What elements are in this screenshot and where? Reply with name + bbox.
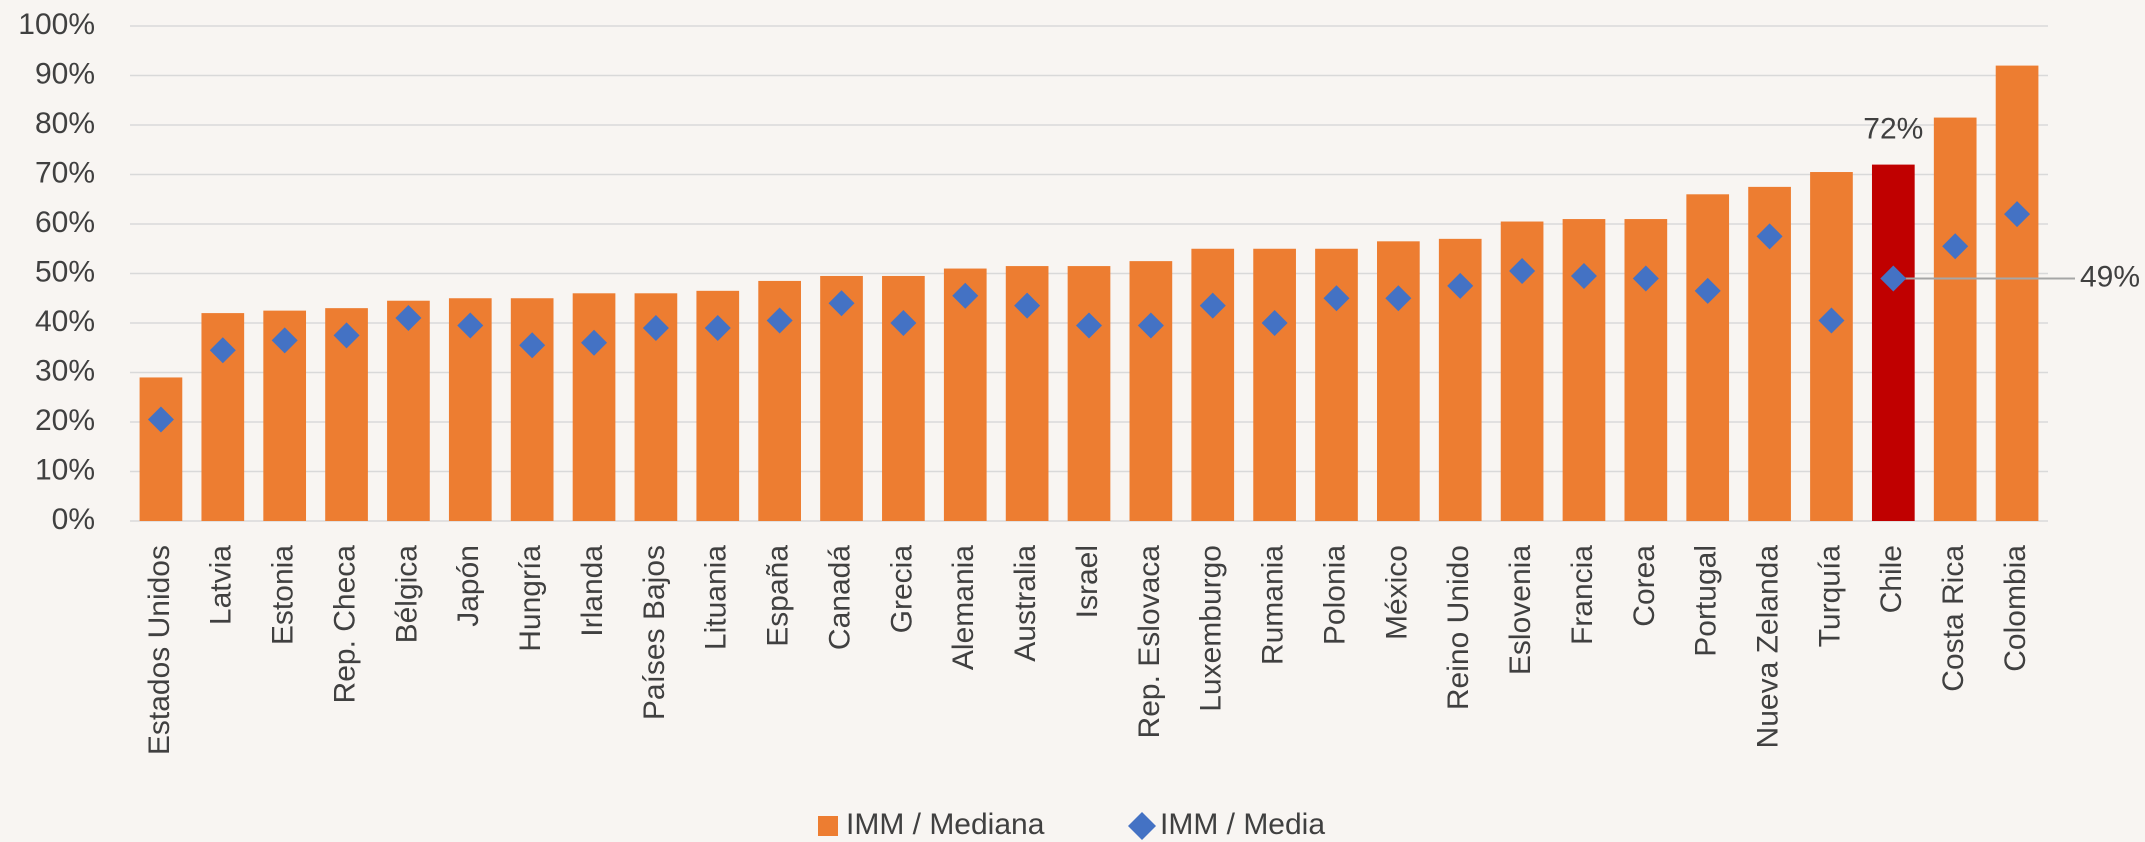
x-tick-label: Canadá — [823, 545, 856, 650]
y-tick-label: 0% — [52, 503, 95, 536]
marker — [1076, 312, 1102, 339]
marker — [333, 322, 360, 349]
x-tick-label: Rep. Checa — [328, 545, 361, 704]
x-tick-label: España — [762, 545, 795, 647]
x-tick-label: Turquía — [1813, 545, 1846, 648]
marker — [1509, 258, 1536, 285]
data-label: 72% — [1863, 113, 1923, 146]
data-label: 49% — [2080, 260, 2140, 293]
x-tick-label: Japón — [452, 545, 485, 627]
marker — [1942, 233, 1969, 260]
x-tick-label: Reino Unido — [1442, 545, 1475, 710]
marker — [2004, 201, 2031, 228]
bar — [1067, 266, 1111, 521]
marker — [1199, 292, 1226, 319]
bar — [1191, 248, 1235, 521]
x-tick-label: Irlanda — [576, 545, 609, 637]
bar — [1624, 219, 1668, 522]
marker — [1756, 223, 1783, 250]
y-tick-label: 10% — [35, 453, 95, 486]
y-tick-label: 60% — [35, 206, 95, 239]
marker — [1323, 285, 1350, 312]
bar — [1377, 241, 1420, 521]
bar — [510, 298, 554, 521]
legend-label: IMM / Mediana — [846, 808, 1045, 841]
bar — [820, 275, 863, 521]
bar — [1871, 164, 1915, 521]
y-tick-label: 70% — [35, 156, 95, 189]
marker — [890, 310, 917, 336]
x-tick-label: Grecia — [885, 545, 918, 634]
bar — [1129, 261, 1173, 521]
x-tick-label: México — [1380, 545, 1413, 640]
marker — [581, 329, 608, 356]
marker — [1818, 307, 1845, 334]
x-tick-label: Estados Unidos — [143, 545, 176, 755]
x-tick-label: Francia — [1566, 545, 1599, 645]
x-tick-label: Portugal — [1690, 545, 1723, 657]
x-tick-label: Corea — [1628, 545, 1661, 627]
x-tick-label: Israel — [1071, 545, 1104, 618]
x-tick-label: Australia — [1009, 545, 1042, 662]
marker — [1137, 312, 1164, 339]
marker — [952, 282, 979, 309]
y-tick-label: 50% — [35, 255, 95, 288]
marker — [1570, 262, 1597, 289]
bar — [1686, 194, 1730, 522]
y-tick-label: 30% — [35, 354, 95, 387]
x-tick-label: Eslovenia — [1504, 545, 1537, 675]
x-tick-label: Nueva Zelanda — [1752, 545, 1785, 749]
marker — [1014, 292, 1041, 319]
marker — [147, 406, 174, 433]
marker — [519, 332, 546, 359]
x-tick-label: Latvia — [205, 545, 238, 625]
x-tick-label: Bélgica — [390, 545, 423, 644]
marker — [766, 307, 793, 334]
x-tick-label: Rumania — [1257, 545, 1290, 665]
legend-swatch — [818, 816, 838, 836]
bar — [387, 300, 430, 521]
y-tick-label: 80% — [35, 107, 95, 140]
marker — [1880, 265, 1907, 292]
marker — [1261, 310, 1288, 336]
x-tick-label: Países Bajos — [638, 545, 671, 720]
bar — [1933, 117, 1977, 521]
legend-label: IMM / Media — [1160, 808, 1325, 841]
y-tick-label: 40% — [35, 305, 95, 338]
marker — [395, 305, 422, 332]
marker — [1447, 272, 1474, 299]
x-tick-label: Colombia — [1999, 545, 2032, 672]
bar — [1253, 248, 1296, 521]
x-tick-label: Chile — [1875, 545, 1908, 613]
bar — [1995, 65, 2039, 521]
bar — [943, 268, 987, 521]
marker — [209, 337, 236, 364]
marker — [642, 314, 669, 341]
x-tick-label: Costa Rica — [1937, 545, 1970, 692]
bar — [139, 377, 183, 521]
marker — [828, 290, 855, 317]
marker — [704, 314, 731, 341]
x-tick-label: Alemania — [947, 545, 980, 670]
y-tick-label: 100% — [18, 8, 95, 41]
bar — [1810, 172, 1853, 521]
x-tick-label: Hungría — [514, 545, 547, 652]
x-tick-label: Estonia — [267, 545, 300, 645]
legend-swatch — [1128, 812, 1156, 840]
y-tick-label: 20% — [35, 404, 95, 437]
marker — [1694, 277, 1721, 304]
x-tick-label: Polonia — [1318, 545, 1351, 645]
marker — [1632, 265, 1659, 292]
x-tick-label: Lituania — [700, 545, 733, 650]
x-tick-label: Rep. Eslovaca — [1133, 545, 1166, 739]
y-tick-label: 90% — [35, 57, 95, 90]
marker — [457, 312, 484, 339]
x-tick-label: Luxemburgo — [1195, 545, 1228, 712]
bar — [572, 293, 616, 521]
marker — [271, 327, 298, 354]
marker — [1385, 285, 1412, 312]
